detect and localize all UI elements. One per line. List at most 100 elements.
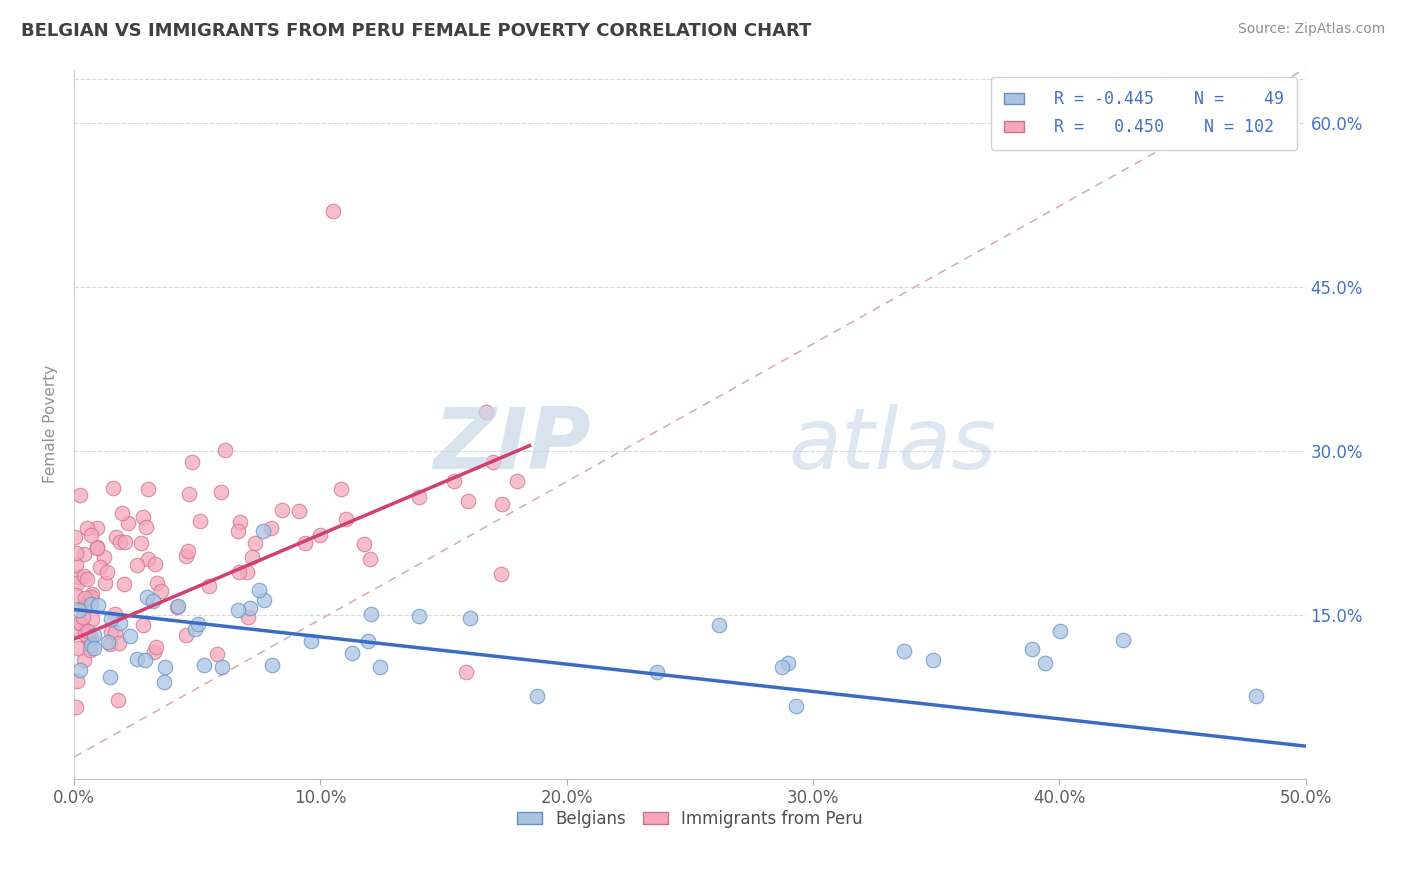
Point [294,536,316,550]
Point [193,658,215,673]
Point [489,567,512,582]
Point [98,637,121,651]
Point [370,659,392,673]
Point [176,544,198,558]
Point [80,587,103,601]
Point [247,582,270,597]
Point [136,552,159,566]
Point [73,547,96,561]
Point [188,514,211,528]
Point [309,527,332,541]
Point [75,597,97,611]
Point [67,570,90,584]
Point [785,698,807,713]
Point [100,624,122,639]
Point [89,559,111,574]
Point [76,521,98,535]
Point [66,673,89,688]
Point [707,618,730,632]
Point [228,515,250,529]
Point [167,599,190,614]
Point [253,592,276,607]
Point [97,635,120,649]
Text: BELGIAN VS IMMIGRANTS FROM PERU FEMALE POVERTY CORRELATION CHART: BELGIAN VS IMMIGRANTS FROM PERU FEMALE P… [21,22,811,40]
Point [153,674,176,689]
Text: Source: ZipAtlas.com: Source: ZipAtlas.com [1237,22,1385,37]
Point [135,519,157,533]
Point [921,653,943,667]
Point [228,565,250,579]
Point [262,657,284,672]
Point [73,626,96,640]
Point [138,482,160,496]
Point [93,576,115,591]
Point [153,660,176,674]
Point [1049,624,1071,638]
Point [101,481,124,495]
Point [65,699,87,714]
Point [69,663,91,677]
Point [111,506,134,520]
Point [460,611,482,625]
Point [117,516,139,530]
Point [226,524,249,538]
Point [80,597,103,611]
Text: ZIP: ZIP [433,403,592,486]
Point [145,640,167,654]
Point [118,629,141,643]
Point [1246,689,1268,703]
Point [110,615,132,630]
Point [270,502,292,516]
Point [353,537,375,551]
Point [136,590,159,604]
Point [647,665,669,679]
Point [526,689,548,703]
Point [100,612,122,626]
Point [72,653,94,667]
Point [73,568,96,582]
Point [129,536,152,550]
Point [198,579,221,593]
Point [132,509,155,524]
Point [287,504,309,518]
Point [506,474,529,488]
Point [142,645,165,659]
Point [65,587,87,601]
Point [69,616,91,631]
Point [243,535,266,549]
Point [146,576,169,591]
Point [214,443,236,458]
Point [67,603,90,617]
Point [125,558,148,572]
Point [776,656,799,670]
Point [142,594,165,608]
Point [79,592,101,607]
Point [260,521,283,535]
Text: atlas: atlas [789,403,997,486]
Point [475,405,498,419]
Point [112,577,135,591]
Point [481,455,503,469]
Point [893,643,915,657]
Point [69,488,91,502]
Point [335,511,357,525]
Point [66,576,89,591]
Y-axis label: Female Poverty: Female Poverty [44,365,58,483]
Point [211,660,233,674]
Point [238,609,260,624]
Point [491,497,513,511]
Point [357,633,380,648]
Point [86,598,108,612]
Point [174,549,197,563]
Point [408,609,430,624]
Point [86,541,108,555]
Point [86,541,108,555]
Point [80,612,103,626]
Point [134,653,156,667]
Point [67,640,90,655]
Point [65,546,87,560]
Point [77,631,100,645]
Point [70,618,93,632]
Point [342,646,364,660]
Point [80,631,103,645]
